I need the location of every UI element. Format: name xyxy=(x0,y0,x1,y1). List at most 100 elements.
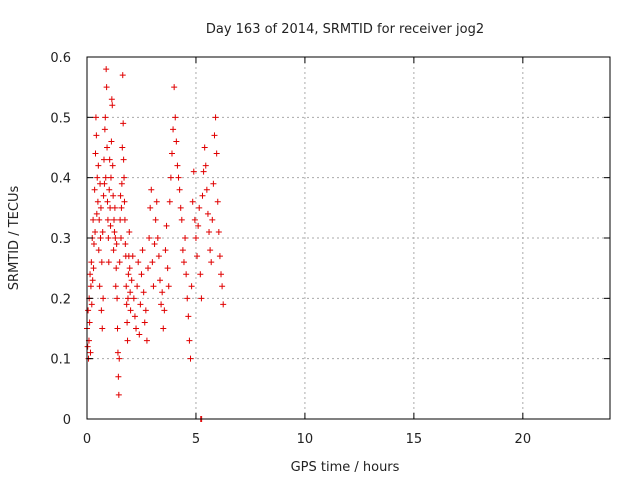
data-point xyxy=(96,283,103,290)
data-point xyxy=(185,313,192,320)
data-point xyxy=(208,259,215,266)
data-point xyxy=(214,198,221,205)
tick-labels: 0 5 10 15 20 0 0.1 0.2 0.3 0.4 0.5 0.6 xyxy=(50,51,531,447)
data-point xyxy=(135,259,142,266)
data-point xyxy=(92,150,99,157)
data-point xyxy=(100,192,107,199)
data-point xyxy=(93,132,100,139)
data-point xyxy=(128,277,135,284)
data-point xyxy=(95,162,102,169)
data-point xyxy=(114,325,121,332)
x-axis-label: GPS time / hours xyxy=(291,460,400,475)
data-point xyxy=(123,301,130,308)
data-point xyxy=(178,216,185,223)
data-point xyxy=(171,84,178,91)
data-point xyxy=(85,307,92,314)
data-point xyxy=(117,235,124,241)
data-point xyxy=(141,319,148,326)
data-point xyxy=(175,174,182,181)
data-point xyxy=(184,295,191,302)
data-point xyxy=(166,198,173,205)
data-point xyxy=(203,186,210,193)
data-point xyxy=(206,228,213,235)
data-point xyxy=(119,72,126,79)
data-point xyxy=(115,391,122,398)
data-point xyxy=(202,162,209,169)
data-point xyxy=(121,174,128,181)
data-point xyxy=(89,277,96,284)
data-point xyxy=(179,247,186,254)
data-point xyxy=(158,301,165,308)
data-point xyxy=(140,289,147,296)
data-point xyxy=(197,271,204,278)
data-point xyxy=(151,241,158,248)
data-point xyxy=(213,150,220,157)
data-point xyxy=(165,283,172,290)
data-point xyxy=(88,301,95,308)
data-point xyxy=(130,295,137,302)
data-point xyxy=(90,216,97,223)
y-axis-label: SRMTID / TECUs xyxy=(7,186,22,291)
data-point xyxy=(119,144,126,151)
data-point xyxy=(125,271,132,278)
data-point xyxy=(103,84,110,91)
data-point xyxy=(84,343,91,350)
data-point xyxy=(199,192,206,199)
data-point xyxy=(99,325,106,332)
data-point xyxy=(198,295,205,302)
data-point xyxy=(124,337,131,344)
data-point xyxy=(109,162,116,169)
data-point xyxy=(212,114,219,121)
data-point xyxy=(195,222,202,229)
data-point xyxy=(138,271,145,278)
data-point xyxy=(120,156,127,163)
data-point xyxy=(154,235,161,241)
data-point xyxy=(106,156,113,163)
data-point xyxy=(190,168,197,175)
data-point xyxy=(183,271,190,278)
y-tick-label: 0.4 xyxy=(50,172,71,187)
data-point xyxy=(211,132,218,139)
data-point xyxy=(103,66,110,73)
data-point xyxy=(145,265,152,272)
data-point xyxy=(104,216,111,223)
x-tick-label: 15 xyxy=(406,432,423,447)
data-point xyxy=(113,241,120,248)
data-point xyxy=(87,271,94,278)
data-point xyxy=(170,126,177,133)
data-point xyxy=(220,301,227,308)
data-point xyxy=(167,174,174,181)
data-point xyxy=(112,235,119,241)
data-point xyxy=(112,283,119,290)
y-tick-label: 0.1 xyxy=(50,353,71,368)
data-point xyxy=(120,120,127,127)
data-point xyxy=(110,247,117,254)
data-point xyxy=(92,228,99,235)
data-point xyxy=(176,186,183,193)
data-point xyxy=(177,204,184,211)
data-point xyxy=(91,186,98,193)
data-point xyxy=(108,96,115,103)
data-point xyxy=(189,198,196,205)
data-point xyxy=(92,114,99,121)
data-point xyxy=(114,349,121,356)
data-point xyxy=(93,210,100,217)
data-point xyxy=(210,180,217,187)
data-point xyxy=(97,235,104,241)
data-point xyxy=(121,198,128,205)
data-point xyxy=(215,228,222,235)
data-point xyxy=(136,331,143,338)
chart-title: Day 163 of 2014, SRMTID for receiver jog… xyxy=(206,22,484,37)
data-point xyxy=(191,216,198,223)
data-point xyxy=(192,235,199,241)
data-point xyxy=(108,138,115,145)
data-point xyxy=(173,138,180,145)
data-point xyxy=(174,162,181,169)
data-point xyxy=(123,283,130,290)
x-tick-label: 10 xyxy=(297,432,314,447)
data-point xyxy=(98,259,105,266)
data-point xyxy=(127,289,134,296)
y-tick-label: 0 xyxy=(63,413,71,428)
data-point xyxy=(99,228,106,235)
